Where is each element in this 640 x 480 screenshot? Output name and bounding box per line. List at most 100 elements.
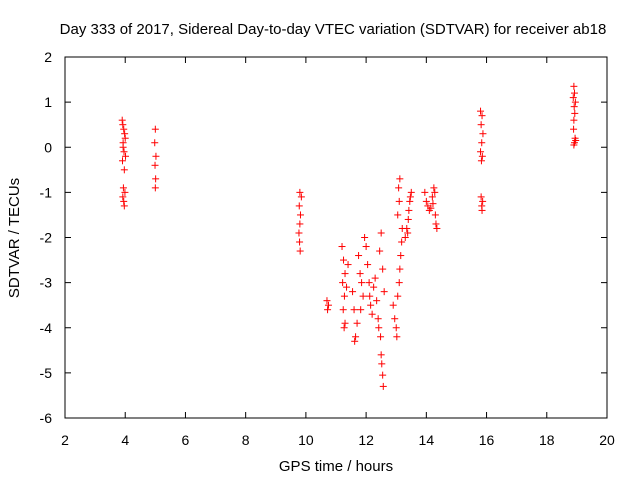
data-point (395, 279, 403, 287)
data-point (430, 184, 438, 192)
data-point (352, 333, 360, 341)
data-point (355, 252, 363, 260)
data-point (379, 371, 387, 379)
data-point (478, 206, 486, 214)
data-point (349, 288, 357, 296)
data-point (380, 288, 388, 296)
data-point (396, 265, 404, 273)
x-tick-labels: 2 4 6 8 10 12 14 16 18 20 (61, 432, 615, 448)
data-point (428, 193, 436, 201)
data-point (365, 279, 373, 287)
data-point (358, 279, 366, 287)
data-point (296, 188, 304, 196)
y-axis-label: SDTVAR / TECUs (6, 178, 23, 298)
data-point (120, 197, 128, 205)
data-point (341, 270, 349, 278)
data-point (570, 89, 578, 97)
data-point (570, 82, 578, 90)
x-tick-label: 6 (182, 432, 190, 448)
data-point (403, 224, 411, 232)
data-point (389, 301, 397, 309)
data-point (373, 297, 381, 305)
data-point (339, 306, 347, 314)
data-point (377, 351, 385, 359)
data-point (569, 94, 577, 102)
data-point (297, 193, 305, 201)
data-point (120, 166, 128, 174)
data-point (397, 252, 405, 260)
data-point (361, 234, 369, 241)
data-point (340, 256, 348, 264)
data-point (377, 333, 385, 341)
x-tick-label: 20 (599, 432, 615, 448)
data-point (376, 247, 384, 255)
data-point (367, 301, 375, 309)
y-tick-label: -4 (40, 320, 53, 336)
data-point (323, 297, 331, 305)
data-point (478, 112, 486, 120)
data-point (339, 279, 347, 287)
data-point (324, 301, 332, 309)
data-point (120, 202, 128, 210)
data-point (364, 261, 372, 269)
data-point (570, 141, 578, 149)
data-point (351, 337, 359, 345)
data-point (572, 136, 580, 144)
data-point (405, 206, 413, 214)
data-point (353, 319, 361, 327)
y-tick-label: -2 (40, 230, 53, 246)
data-point (120, 125, 128, 133)
data-point (295, 229, 303, 237)
data-point (151, 125, 159, 133)
y-tick-label: -3 (40, 275, 53, 291)
data-point (296, 238, 304, 246)
y-tick-label: 0 (44, 139, 52, 155)
data-point (571, 98, 579, 106)
data-point (477, 107, 485, 115)
y-tick-label: 2 (44, 49, 52, 65)
x-axis-label: GPS time / hours (279, 458, 393, 475)
data-point (422, 197, 430, 205)
data-point (406, 197, 414, 205)
y-tick-label: 1 (44, 94, 52, 110)
data-point (378, 360, 386, 368)
data-point (396, 175, 404, 183)
data-points (118, 82, 580, 390)
data-point (431, 188, 439, 196)
data-point (432, 220, 440, 228)
x-tick-label: 14 (419, 432, 435, 448)
data-point (362, 243, 370, 251)
data-point (477, 121, 485, 129)
data-point (119, 143, 127, 151)
data-point (479, 197, 487, 205)
data-point (151, 184, 159, 192)
data-point (478, 152, 486, 160)
data-point (395, 197, 403, 205)
x-tick-label: 2 (61, 432, 69, 448)
data-point (119, 193, 127, 201)
data-point (393, 333, 401, 341)
x-tick-label: 8 (242, 432, 250, 448)
y-tick-label: -5 (40, 365, 53, 381)
data-point (371, 274, 379, 282)
data-point (477, 193, 485, 201)
data-point (324, 306, 332, 314)
chart-title: Day 333 of 2017, Sidereal Day-to-day VTE… (60, 21, 607, 38)
data-point (343, 283, 351, 291)
data-point (404, 215, 412, 223)
data-point (477, 157, 485, 165)
data-point (427, 204, 435, 212)
data-point (394, 292, 402, 300)
data-point (344, 261, 352, 269)
data-point (296, 211, 304, 219)
data-point (122, 152, 130, 160)
data-point (370, 283, 378, 291)
y-tick-label: -6 (40, 410, 53, 426)
data-point (570, 116, 578, 124)
data-point (570, 125, 578, 133)
x-tick-label: 4 (121, 432, 129, 448)
data-point (119, 184, 127, 192)
data-point (359, 292, 367, 300)
data-point (571, 109, 579, 117)
